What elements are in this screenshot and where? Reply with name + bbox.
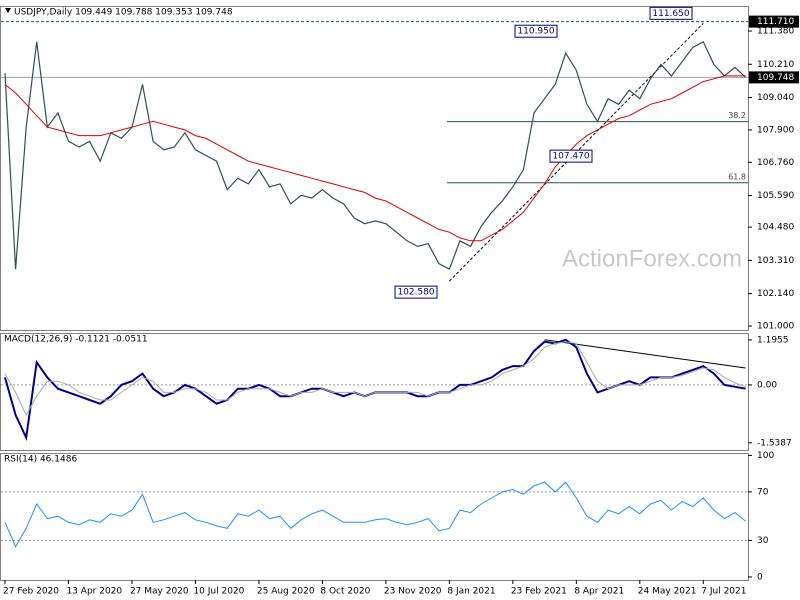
annotation-label: 102.580 xyxy=(397,288,434,298)
y-tick-label: 110.210 xyxy=(757,60,794,70)
y-tick-label: 106.760 xyxy=(757,158,794,168)
panel-title: USDJPY,Daily 109.449 109.788 109.353 109… xyxy=(14,8,233,18)
y-tick-label: -1.5387 xyxy=(757,438,792,448)
y-tick-label: 107.900 xyxy=(757,125,794,135)
y-tick-label: 101.000 xyxy=(757,322,794,332)
series-line xyxy=(4,40,747,271)
panel-frame xyxy=(0,6,749,331)
x-tick-label: 23 Nov 2020 xyxy=(384,587,442,597)
panel-title: MACD(12,26,9) -0.1121 -0.0511 xyxy=(4,335,148,345)
annotation-label: 111.650 xyxy=(652,9,689,19)
y-tick-label: 0.00 xyxy=(757,380,777,390)
watermark: ActionForex.com xyxy=(562,245,742,272)
series-line xyxy=(4,341,746,417)
x-tick-label: 8 Apr 2021 xyxy=(574,587,624,597)
x-tick-label: 27 May 2020 xyxy=(130,587,189,597)
annotation-box xyxy=(549,149,593,163)
y-tick-label: 109.040 xyxy=(757,93,794,103)
annotation-label: 110.950 xyxy=(517,27,554,37)
x-tick-label: 24 May 2021 xyxy=(638,587,697,597)
fib-label: 38.2 xyxy=(728,111,746,120)
annotation-box xyxy=(649,6,693,20)
fib-label: 61.8 xyxy=(728,172,746,181)
x-tick-label: 8 Jan 2021 xyxy=(447,587,495,597)
price-mark-box xyxy=(749,15,799,28)
panel-frame xyxy=(0,333,749,451)
y-tick-label: 105.590 xyxy=(757,191,794,201)
y-tick-label: 30 xyxy=(757,536,769,546)
x-tick-label: 8 Oct 2020 xyxy=(320,587,370,597)
x-tick-label: 23 Feb 2021 xyxy=(511,587,567,597)
annotation-box xyxy=(514,24,558,38)
y-tick-label: 100 xyxy=(757,451,774,461)
y-tick-label: 102.140 xyxy=(757,289,794,299)
y-tick-label: 104.480 xyxy=(757,223,794,233)
y-tick-label: 111.380 xyxy=(757,27,794,37)
panel-frame xyxy=(0,453,749,581)
x-tick-label: 10 Jul 2020 xyxy=(193,587,244,597)
series-line xyxy=(4,75,746,242)
x-tick-label: 25 Aug 2020 xyxy=(257,587,315,597)
title-icon xyxy=(5,8,11,13)
price-mark-label: 111.710 xyxy=(757,17,794,27)
panel-title: RSI(14) 46.1486 xyxy=(4,455,77,465)
price-mark-box xyxy=(749,71,799,84)
series-line xyxy=(4,481,746,548)
y-tick-label: 70 xyxy=(757,487,769,497)
y-tick-label: 0 xyxy=(757,572,763,582)
y-tick-label: 103.310 xyxy=(757,256,794,266)
x-tick-label: 13 Apr 2020 xyxy=(66,587,122,597)
price-mark-label: 109.748 xyxy=(757,73,794,83)
x-tick-label: 27 Feb 2020 xyxy=(3,587,59,597)
trend-line xyxy=(544,339,746,369)
annotation-box xyxy=(394,285,438,299)
annotation-label: 107.470 xyxy=(552,152,589,162)
x-tick-label: 7 Jul 2021 xyxy=(701,587,746,597)
y-tick-label: 1.1955 xyxy=(757,335,789,345)
